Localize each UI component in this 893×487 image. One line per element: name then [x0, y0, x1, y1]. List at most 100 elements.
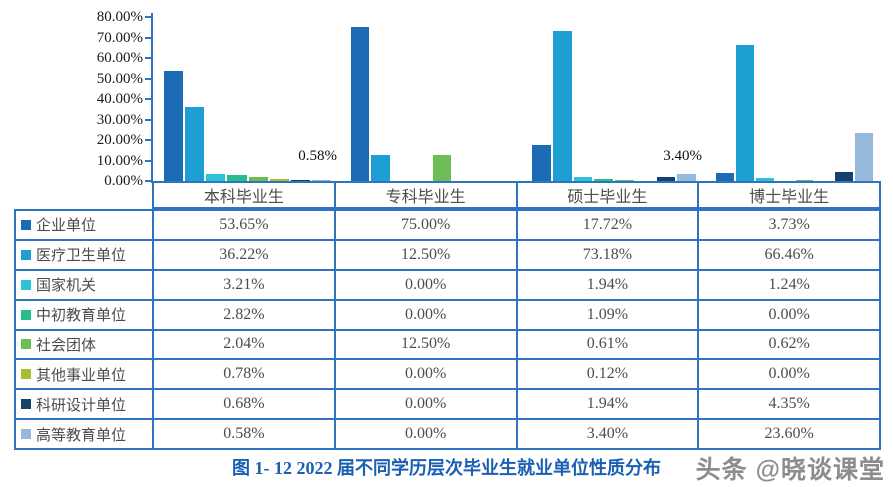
table-value-cell: 12.50% — [335, 330, 516, 359]
table-value-cell: 4.35% — [699, 390, 879, 419]
series-label: 社会团体 — [36, 337, 97, 354]
table-value-cell: 0.00% — [699, 300, 879, 329]
bar-科研设计单位 — [835, 172, 854, 181]
table-value-cell: 1.94% — [517, 270, 698, 299]
bar-高等教育单位 — [677, 174, 696, 181]
series-label: 科研设计单位 — [36, 397, 127, 414]
y-axis-tick-mark — [145, 16, 152, 18]
table-value-cell: 73.18% — [517, 240, 698, 269]
y-axis-tick-mark — [145, 139, 152, 141]
y-axis-tick-mark — [145, 57, 152, 59]
y-axis-tick-label: 30.00% — [96, 111, 143, 128]
y-axis-tick-label: 20.00% — [96, 132, 143, 148]
y-axis-tick-label: 80.00% — [96, 9, 143, 25]
column-header: 专科毕业生 — [335, 183, 516, 207]
bar-高等教育单位 — [311, 179, 331, 181]
table-value-cell: 3.40% — [517, 420, 698, 448]
bar-group-1: 0.58% — [152, 17, 339, 181]
bar-group-3: 3.40% — [520, 17, 704, 181]
table-value-cell: 36.22% — [154, 240, 334, 269]
table-value-cell: 0.12% — [517, 360, 698, 389]
table-header-row: 本科毕业生 专科毕业生 硕士毕业生 博士毕业生 — [152, 181, 881, 209]
y-axis-tick-label: 40.00% — [96, 91, 143, 107]
bar-医疗卫生单位 — [735, 44, 754, 181]
series-label: 中初教育单位 — [36, 308, 127, 325]
legend-swatch-icon — [21, 429, 31, 440]
y-axis-tick-mark — [145, 98, 152, 100]
bar-企业单位 — [351, 27, 370, 181]
bar-高等教育单位 — [855, 132, 873, 181]
series-label: 企业单位 — [36, 218, 97, 235]
bar-group-2 — [339, 17, 520, 181]
y-axis-tick-label: 0.00% — [104, 173, 143, 189]
legend-cell-国家机关: 国家机关 — [16, 270, 152, 299]
series-label: 其他事业单位 — [36, 367, 127, 384]
table-value-cell: 0.00% — [335, 300, 516, 329]
table-value-cell: 0.00% — [335, 390, 516, 419]
table-value-cell: 2.82% — [154, 300, 334, 329]
legend-swatch-icon — [21, 219, 31, 230]
bar-医疗卫生单位 — [552, 30, 572, 181]
y-axis-tick-label: 70.00% — [96, 29, 143, 46]
table-value-cell: 17.72% — [517, 211, 698, 239]
bar-中初教育单位 — [227, 175, 247, 181]
y-axis-tick-mark — [145, 77, 152, 80]
table-value-cell: 3.21% — [154, 270, 334, 299]
column-header: 硕士毕业生 — [517, 183, 698, 207]
table-value-cell: 53.65% — [154, 211, 334, 239]
bar-国家机关 — [755, 178, 774, 181]
bar-科研设计单位 — [290, 179, 310, 181]
bar-社会团体 — [432, 155, 451, 181]
bar-企业单位 — [164, 71, 184, 181]
bar-group-4 — [704, 17, 881, 181]
table-value-cell: 3.73% — [699, 211, 879, 239]
column-header: 博士毕业生 — [699, 183, 879, 207]
legend-swatch-icon — [21, 369, 31, 380]
legend-swatch-icon — [21, 309, 31, 320]
series-label: 高等教育单位 — [36, 427, 127, 444]
table-value-cell: 0.78% — [154, 360, 334, 389]
legend-swatch-icon — [21, 249, 31, 260]
y-axis-tick-mark — [145, 180, 152, 182]
y-axis-tick-label: 10.00% — [96, 152, 143, 169]
table-value-cell: 12.50% — [335, 240, 516, 269]
table-value-cell: 2.04% — [154, 330, 334, 359]
bar-科研设计单位 — [656, 177, 676, 181]
table-value-cell: 1.24% — [699, 270, 879, 299]
legend-cell-高等教育单位: 高等教育单位 — [16, 420, 152, 448]
bar-企业单位 — [716, 173, 734, 181]
legend-cell-医疗卫生单位: 医疗卫生单位 — [16, 240, 152, 269]
data-table-body: 企业单位 53.65% 75.00% 17.72% 3.73% 医疗卫生单位 36.22% 1… — [14, 209, 881, 450]
table-value-cell: 75.00% — [335, 211, 516, 239]
figure-caption: 图 1- 12 2022 届不同学历层次毕业生就业单位性质分布 — [232, 458, 661, 478]
column-header: 本科毕业生 — [154, 183, 334, 207]
table-value-cell: 66.46% — [699, 240, 879, 269]
y-axis-tick-mark — [145, 36, 152, 39]
legend-cell-科研设计单位: 科研设计单位 — [16, 390, 152, 419]
bar-企业单位 — [532, 144, 551, 181]
bar-医疗卫生单位 — [185, 106, 205, 181]
table-value-cell: 1.09% — [517, 300, 698, 329]
bar-国家机关 — [573, 177, 593, 181]
y-axis-tick-mark — [145, 159, 152, 162]
legend-cell-社会团体: 社会团体 — [16, 330, 152, 359]
y-axis-line — [151, 13, 153, 183]
table-value-cell: 0.00% — [699, 360, 879, 389]
data-label: 3.40% — [663, 148, 702, 164]
data-label: 0.58% — [298, 148, 337, 164]
bar-中初教育单位 — [594, 178, 613, 181]
y-axis-tick-mark — [145, 118, 152, 121]
legend-swatch-icon — [21, 279, 31, 290]
table-value-cell: 1.94% — [517, 390, 698, 419]
series-label: 医疗卫生单位 — [36, 248, 127, 265]
bar-医疗卫生单位 — [371, 155, 390, 181]
table-value-cell: 23.60% — [699, 420, 879, 448]
bar-社会团体 — [795, 179, 814, 181]
table-value-cell: 0.00% — [335, 420, 516, 448]
series-label: 国家机关 — [36, 278, 97, 295]
table-value-cell: 0.68% — [154, 390, 334, 419]
table-value-cell: 0.61% — [517, 330, 698, 359]
table-value-cell: 0.00% — [335, 270, 516, 299]
y-axis-tick-label: 60.00% — [96, 50, 143, 66]
